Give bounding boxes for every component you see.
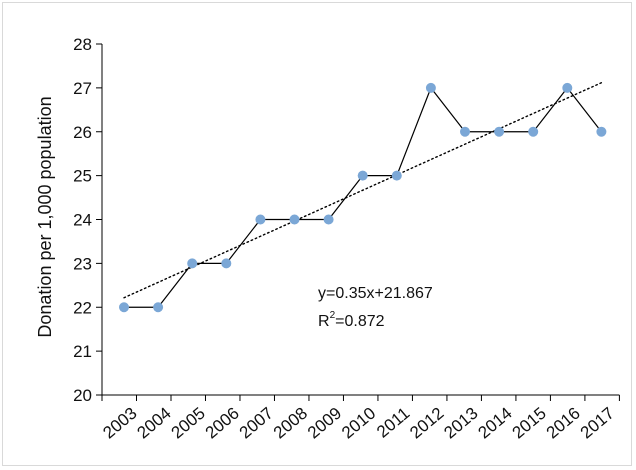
data-point [528, 126, 539, 137]
data-point [153, 302, 164, 313]
data-point [289, 214, 300, 225]
x-tick-label: 2016 [543, 404, 584, 443]
y-tick-label: 26 [73, 123, 92, 142]
data-point [357, 170, 368, 181]
x-tick-label: 2011 [373, 404, 413, 442]
series-line [124, 86, 602, 308]
chart-frame [2, 2, 632, 466]
y-tick-label: 22 [73, 298, 92, 317]
y-tick-label: 25 [73, 167, 92, 186]
x-axis: 2003200420052006200720082009201020112012… [99, 394, 620, 443]
r-squared-value: =0.872 [335, 313, 384, 330]
x-tick-label: 2005 [168, 404, 209, 443]
data-point [255, 214, 266, 225]
data-point [119, 302, 129, 313]
x-tick-label: 2004 [133, 404, 174, 443]
data-point [460, 126, 470, 137]
series-markers [119, 82, 607, 313]
x-tick-label: 2017 [577, 404, 618, 443]
data-point [494, 126, 505, 137]
y-tick-label: 28 [73, 35, 92, 54]
series-polyline [124, 86, 602, 308]
x-tick-label: 2008 [270, 404, 311, 443]
data-point [187, 258, 198, 269]
data-point [596, 126, 607, 137]
trend-equation: y=0.35x+21.867 [318, 285, 433, 302]
trendline [123, 82, 603, 299]
r-squared-prefix: R [318, 313, 330, 330]
data-point [391, 170, 402, 181]
y-tick-label: 24 [73, 211, 92, 230]
x-tick-label: 2013 [440, 404, 481, 443]
x-tick-label: 2009 [304, 404, 345, 443]
data-point [323, 214, 334, 225]
x-tick-label: 2003 [99, 404, 140, 443]
y-tick-label: 27 [73, 79, 92, 98]
y-tick-label: 21 [73, 342, 92, 361]
x-tick-label: 2015 [509, 404, 550, 443]
x-tick-label: 2007 [236, 404, 277, 443]
x-tick-label: 2010 [338, 404, 379, 443]
y-axis-title: Donation per 1,000 population [35, 96, 55, 337]
y-axis: 20 21 22 23 24 25 26 27 28 [73, 35, 103, 405]
r-squared-exponent: 2 [330, 310, 336, 321]
r-squared-label: R2=0.872 [318, 310, 385, 330]
data-point [425, 82, 436, 93]
x-tick-label: 2014 [474, 404, 515, 443]
data-point [221, 258, 232, 269]
y-tick-label: 23 [73, 254, 92, 273]
y-tick-label: 20 [73, 386, 92, 405]
x-tick-label: 2006 [202, 404, 243, 443]
data-point [562, 82, 573, 93]
x-tick-label: 2012 [406, 404, 447, 443]
trendline-path [123, 82, 603, 299]
